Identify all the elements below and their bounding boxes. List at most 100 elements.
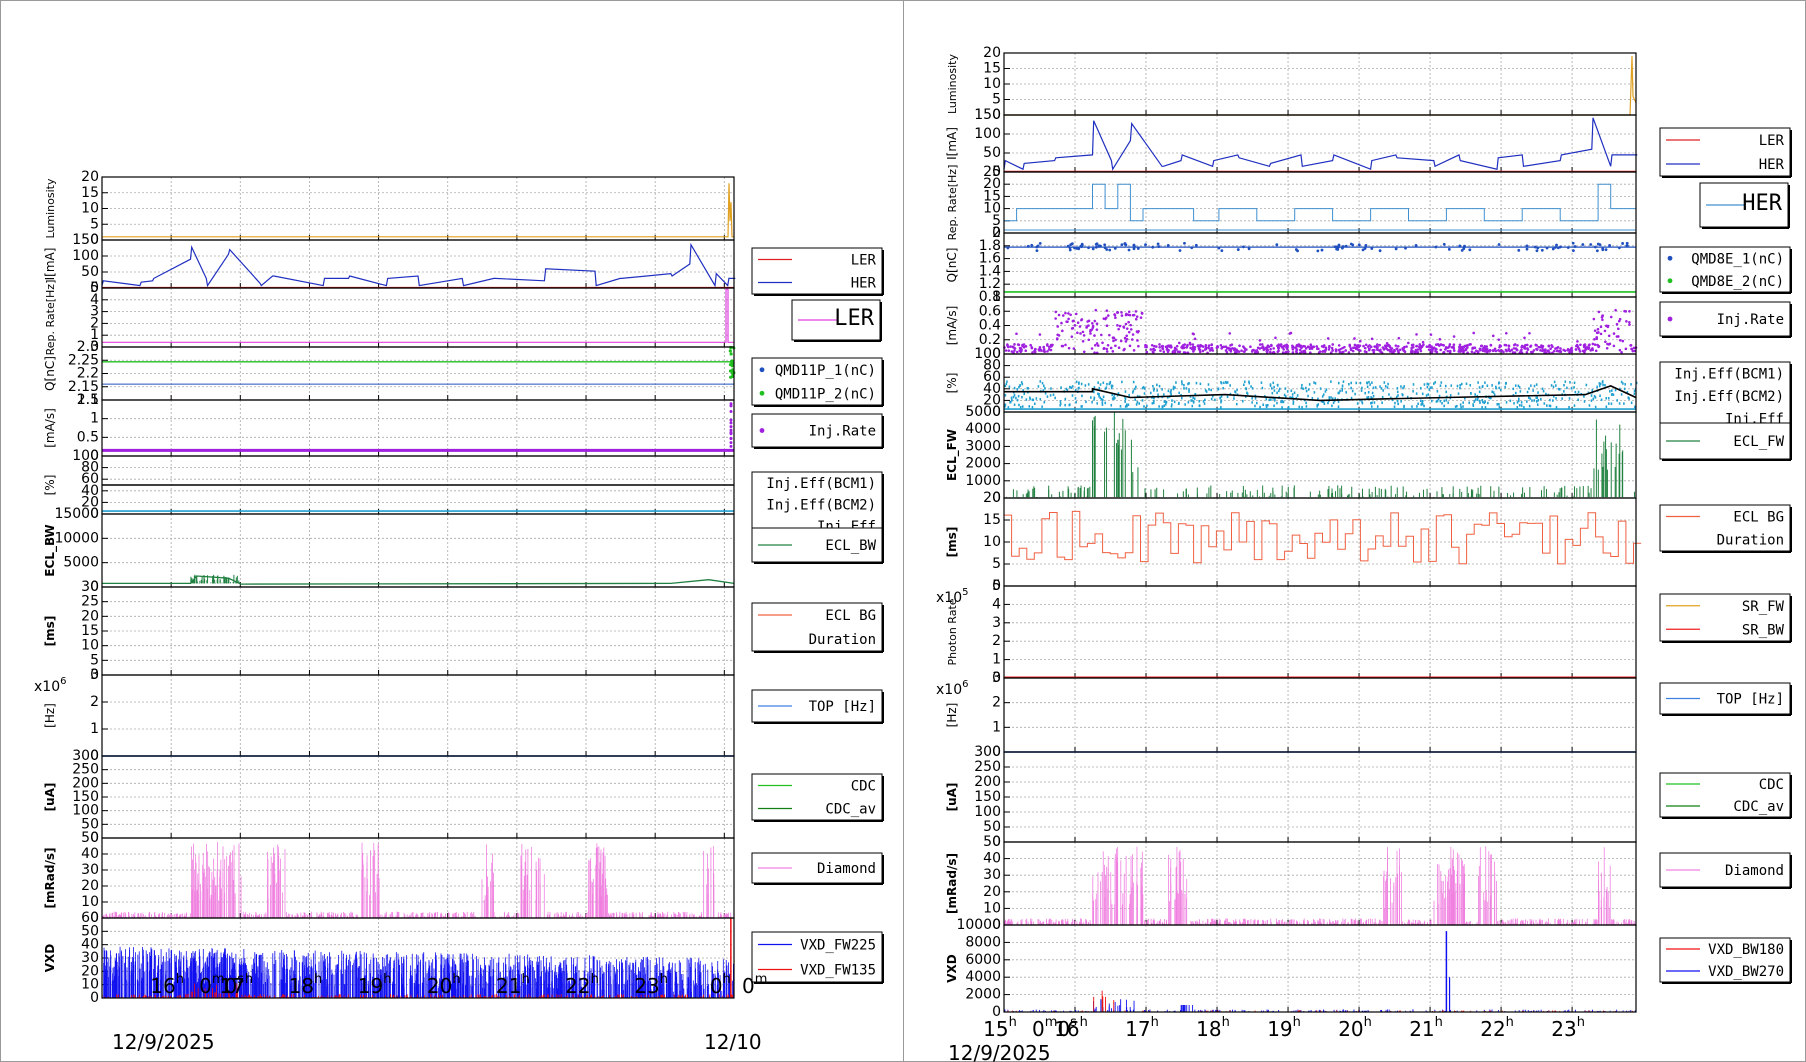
y-tick-label: 10 <box>983 76 1001 92</box>
x-tick-label: 21h <box>496 972 530 998</box>
series-point <box>1426 382 1429 386</box>
series-point <box>1222 386 1224 390</box>
series-point <box>1382 389 1384 392</box>
legend-box <box>751 247 883 295</box>
series-point <box>1442 242 1446 246</box>
series-point <box>1021 405 1024 408</box>
series-point <box>1207 344 1211 347</box>
series-point <box>1007 349 1011 352</box>
series-point <box>1603 329 1607 333</box>
series-point <box>1191 332 1195 335</box>
series-point <box>1535 400 1538 403</box>
series-point <box>1523 347 1527 350</box>
series-point <box>1335 245 1339 249</box>
series-point <box>1623 402 1625 405</box>
series-point <box>1166 244 1170 247</box>
series-point <box>1184 351 1187 354</box>
series-point <box>1167 389 1170 393</box>
series-point <box>1099 383 1102 386</box>
series-point <box>1081 330 1085 334</box>
series-point <box>1069 385 1071 389</box>
y-axis-label: Luminosity <box>946 54 959 114</box>
series-point <box>1549 404 1552 408</box>
series-point <box>1577 390 1580 394</box>
series-point <box>1273 389 1276 392</box>
series-point <box>1027 387 1030 390</box>
series-point <box>1160 344 1164 348</box>
series-point <box>1583 400 1586 403</box>
series-point <box>1634 405 1636 409</box>
series-point <box>1185 345 1189 348</box>
series-point <box>1064 397 1067 401</box>
series-point <box>1456 404 1458 408</box>
series-point <box>1114 338 1117 342</box>
series-point <box>1478 399 1481 403</box>
series-point <box>1363 346 1367 350</box>
series-point <box>1080 382 1083 386</box>
y-tick-label: 50 <box>81 816 99 832</box>
series-point <box>1277 346 1281 350</box>
series-point <box>1328 345 1331 349</box>
series-point <box>1170 405 1173 408</box>
y-tick-label: 15 <box>81 623 99 639</box>
series-point <box>1090 396 1092 399</box>
y-axis-label: Luminosity <box>44 178 57 238</box>
series-point <box>1191 399 1193 402</box>
series-point <box>1123 347 1126 351</box>
series-point <box>1281 406 1283 409</box>
series-point <box>1411 350 1414 354</box>
series-point <box>1006 380 1008 383</box>
series-point <box>1618 317 1622 321</box>
x-tick-hour: 20 <box>427 974 452 998</box>
series-point <box>1498 344 1502 347</box>
series-point <box>1070 335 1074 338</box>
series-point <box>1479 401 1481 404</box>
series-point <box>1282 400 1285 404</box>
series-point <box>1127 403 1130 407</box>
series-point <box>1064 343 1067 347</box>
series-point <box>1281 399 1283 403</box>
series-point <box>1614 388 1617 392</box>
series-point <box>1347 351 1351 354</box>
series-point <box>1254 397 1257 400</box>
series-point <box>1468 401 1471 405</box>
series-point <box>1438 337 1442 341</box>
y-tick-label: 5 <box>992 213 1001 229</box>
series-point <box>1593 338 1596 341</box>
series-point <box>1337 344 1341 347</box>
series-point <box>1621 339 1625 343</box>
series-point <box>1331 397 1334 400</box>
series-point <box>1357 243 1361 247</box>
series-point <box>1127 248 1131 252</box>
series-point <box>1216 344 1219 348</box>
series-point <box>1430 350 1434 354</box>
series-point <box>1361 386 1363 390</box>
series-point <box>1416 351 1419 354</box>
series-point <box>1124 397 1127 401</box>
series-point <box>1518 404 1521 407</box>
series-point <box>1076 321 1080 325</box>
series-point <box>1259 405 1261 409</box>
series-point <box>1038 333 1042 336</box>
series-point <box>1036 244 1040 248</box>
series-point <box>1091 324 1095 328</box>
series-point <box>1427 383 1430 386</box>
series-point <box>1075 380 1078 384</box>
series-point <box>1059 402 1062 405</box>
x-tick-hour: 0 <box>710 974 723 998</box>
series-point <box>1111 397 1114 400</box>
series-point <box>1173 346 1177 350</box>
series-point <box>1364 391 1367 395</box>
series-point <box>1192 400 1195 403</box>
series-point <box>1466 351 1469 355</box>
series-point <box>1284 395 1287 398</box>
series-point <box>1143 387 1146 390</box>
x-tick-hour: 23 <box>634 974 659 998</box>
series-point <box>1615 322 1619 326</box>
series-point <box>1046 343 1049 346</box>
series-point <box>1316 249 1320 253</box>
series-point <box>1149 348 1153 351</box>
series-point <box>1415 344 1418 348</box>
